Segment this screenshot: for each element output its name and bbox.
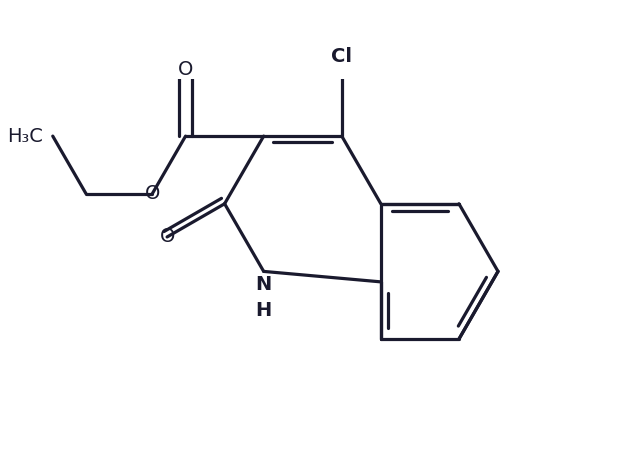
Text: O: O <box>159 227 175 246</box>
Text: Cl: Cl <box>332 47 352 66</box>
Text: O: O <box>178 60 193 79</box>
Text: H: H <box>255 301 272 320</box>
Text: O: O <box>145 184 160 203</box>
Text: N: N <box>255 275 272 294</box>
Text: H₃C: H₃C <box>8 126 44 146</box>
